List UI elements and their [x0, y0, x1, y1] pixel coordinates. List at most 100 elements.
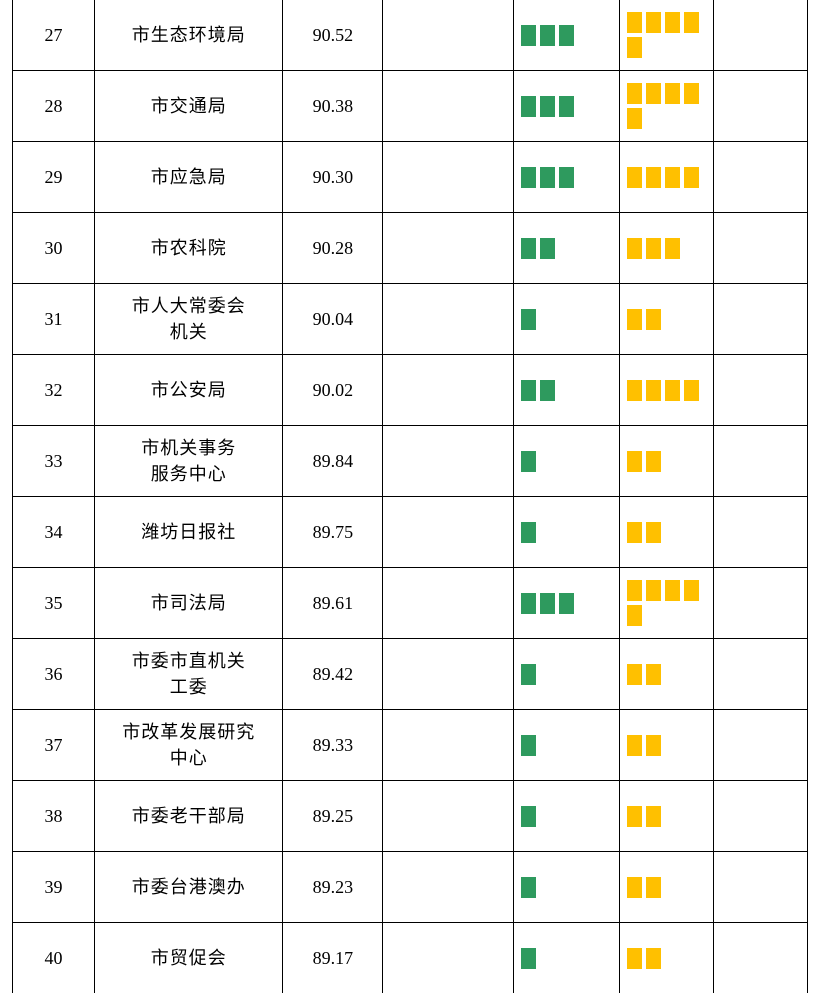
green-rating-cell [512, 141, 620, 213]
ranking-table: 27 市生态环境局 90.52 28 市交通局 90.38 29 市应急局 90.30 30 市农科… [11, 0, 809, 993]
green-rating-block [539, 592, 555, 614]
unit-name-cell: 市应急局 [94, 141, 284, 213]
green-rating-block [520, 308, 536, 330]
rank-cell: 32 [11, 354, 96, 426]
yellow-rating-block [645, 805, 661, 827]
green-rating-block [558, 24, 574, 46]
score-cell: 90.52 [282, 0, 384, 71]
empty-cell [712, 0, 809, 71]
unit-name-line: 市生态环境局 [131, 25, 246, 45]
yellow-rating-cell [618, 709, 714, 781]
unit-name-line: 市农科院 [150, 238, 227, 258]
rank-cell: 35 [11, 567, 96, 639]
unit-name-cell: 市委市直机关 工委 [94, 638, 284, 710]
score-cell: 89.75 [282, 496, 384, 568]
empty-cell [382, 922, 514, 993]
empty-cell [382, 567, 514, 639]
table-row: 33 市机关事务 服务中心 89.84 [11, 425, 809, 497]
yellow-rating-block [645, 580, 661, 601]
unit-name-cell: 市司法局 [94, 567, 284, 639]
yellow-rating-block [626, 37, 642, 58]
yellow-rating-block [645, 734, 661, 756]
green-rating-cell [512, 212, 620, 284]
unit-name-line: 市应急局 [150, 167, 227, 187]
green-rating-block [539, 166, 555, 188]
empty-cell [382, 70, 514, 142]
green-rating-block [520, 521, 536, 543]
green-rating-cell [512, 709, 620, 781]
yellow-rating-block [626, 605, 642, 626]
score-cell: 89.61 [282, 567, 384, 639]
yellow-rating-block [626, 521, 642, 543]
yellow-rating-block [683, 379, 699, 401]
green-rating-block [520, 876, 536, 898]
table-row: 40 市贸促会 89.17 [11, 922, 809, 993]
empty-cell [712, 851, 809, 923]
green-rating-block [520, 95, 536, 117]
unit-name-cell: 市公安局 [94, 354, 284, 426]
green-rating-block [520, 805, 536, 827]
green-rating-block [520, 450, 536, 472]
rank-cell: 28 [11, 70, 96, 142]
table-row: 38 市委老干部局 89.25 [11, 780, 809, 852]
yellow-rating-cell [618, 212, 714, 284]
unit-name-line: 市公安局 [150, 380, 227, 400]
score-cell: 89.42 [282, 638, 384, 710]
green-rating-cell [512, 638, 620, 710]
unit-name-line: 市委台港澳办 [131, 877, 246, 897]
unit-name-line: 服务中心 [150, 464, 227, 484]
rank-cell: 38 [11, 780, 96, 852]
yellow-rating-block [664, 379, 680, 401]
empty-cell [712, 496, 809, 568]
yellow-rating-block [626, 108, 642, 129]
green-rating-block [520, 166, 536, 188]
empty-cell [712, 567, 809, 639]
yellow-rating-block [645, 12, 661, 33]
score-cell: 90.30 [282, 141, 384, 213]
empty-cell [382, 780, 514, 852]
unit-name-cell: 市机关事务 服务中心 [94, 425, 284, 497]
yellow-rating-block [645, 166, 661, 188]
score-cell: 89.33 [282, 709, 384, 781]
table-row: 27 市生态环境局 90.52 [11, 0, 809, 71]
empty-cell [382, 496, 514, 568]
empty-cell [712, 70, 809, 142]
unit-name-line: 市交通局 [150, 96, 227, 116]
empty-cell [382, 212, 514, 284]
score-cell: 90.04 [282, 283, 384, 355]
rank-cell: 30 [11, 212, 96, 284]
green-rating-cell [512, 567, 620, 639]
table-row: 37 市改革发展研究 中心 89.33 [11, 709, 809, 781]
yellow-rating-cell [618, 567, 714, 639]
yellow-rating-cell [618, 283, 714, 355]
table-row: 31 市人大常委会 机关 90.04 [11, 283, 809, 355]
unit-name-cell: 市委老干部局 [94, 780, 284, 852]
green-rating-cell [512, 283, 620, 355]
unit-name-cell: 市改革发展研究 中心 [94, 709, 284, 781]
unit-name-line: 市改革发展研究 [122, 722, 256, 742]
yellow-rating-block [683, 83, 699, 104]
empty-cell [712, 212, 809, 284]
green-rating-block [520, 663, 536, 685]
yellow-rating-block [626, 237, 642, 259]
unit-name-cell: 市交通局 [94, 70, 284, 142]
unit-name-line: 市委市直机关 [131, 651, 246, 671]
table-row: 29 市应急局 90.30 [11, 141, 809, 213]
empty-cell [382, 709, 514, 781]
yellow-rating-block [626, 580, 642, 601]
score-cell: 89.25 [282, 780, 384, 852]
yellow-rating-cell [618, 780, 714, 852]
yellow-rating-block [645, 237, 661, 259]
table-row: 36 市委市直机关 工委 89.42 [11, 638, 809, 710]
empty-cell [382, 141, 514, 213]
green-rating-cell [512, 354, 620, 426]
score-cell: 90.28 [282, 212, 384, 284]
yellow-rating-cell [618, 496, 714, 568]
unit-name-cell: 市委台港澳办 [94, 851, 284, 923]
score-cell: 89.23 [282, 851, 384, 923]
yellow-rating-block [626, 83, 642, 104]
yellow-rating-block [626, 12, 642, 33]
unit-name-line: 市机关事务 [141, 438, 237, 458]
empty-cell [712, 922, 809, 993]
green-rating-block [539, 379, 555, 401]
